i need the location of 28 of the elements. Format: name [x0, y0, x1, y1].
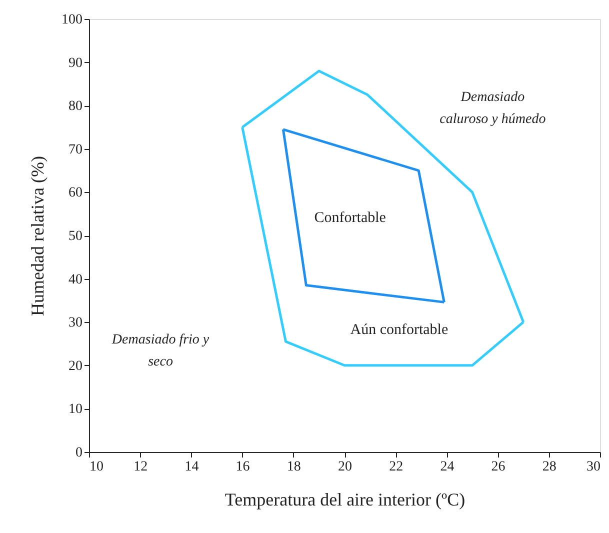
y-tick-label: 40	[68, 272, 82, 288]
x-tick-label: 30	[586, 460, 600, 474]
x-tick-label: 18	[286, 460, 301, 474]
annotation: Demasiado caluroso y húmedo	[440, 90, 546, 127]
y-tick-label: 80	[68, 99, 82, 114]
y-tick-label: 60	[68, 186, 82, 201]
x-tick-label: 28	[542, 460, 556, 474]
y-tick-label: 30	[68, 316, 82, 331]
y-tick-label: 90	[68, 56, 82, 71]
x-tick-label: 10	[90, 460, 104, 474]
x-tick-label: 12	[134, 460, 148, 474]
x-tick-label: 16	[236, 460, 250, 474]
y-tick-label: 50	[68, 229, 82, 244]
x-tick-label: 22	[389, 460, 404, 474]
annotation: Demasiado frio y seco	[110, 332, 210, 370]
x-tick-label: 24	[440, 460, 454, 474]
x-tick-label: 26	[491, 460, 506, 474]
y-axis-title: Humedad relativa (%)	[28, 156, 48, 316]
y-tick-label: 0	[76, 446, 82, 460]
y-tick-label: 10	[68, 402, 82, 418]
annotation: Aún confortable	[350, 322, 448, 338]
x-tick-label: 20	[338, 460, 352, 474]
y-tick-label: 70	[68, 142, 82, 158]
y-tick-label: 20	[68, 358, 82, 374]
x-axis-title: Temperatura del aire interior (ºC)	[224, 490, 466, 510]
annotation: Confortable	[314, 210, 386, 226]
x-tick-label: 14	[184, 460, 199, 474]
y-tick-label: 100	[62, 12, 82, 28]
